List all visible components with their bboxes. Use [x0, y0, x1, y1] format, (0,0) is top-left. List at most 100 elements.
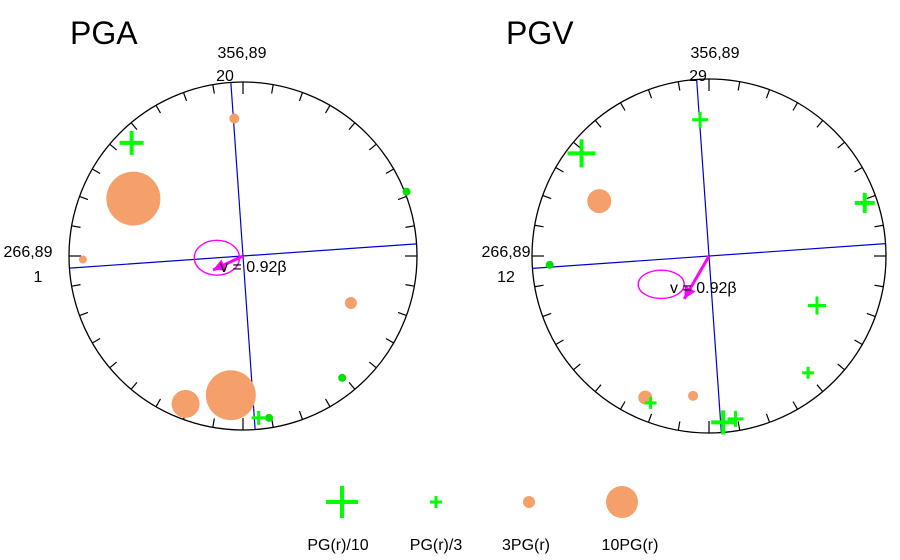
tick-mark — [837, 363, 845, 371]
tick-mark — [765, 89, 771, 99]
tick-mark — [385, 337, 394, 344]
dot-marker — [402, 187, 411, 196]
circle-marker — [688, 390, 699, 401]
tick-mark — [854, 166, 863, 173]
tick-mark — [182, 92, 188, 102]
legend: PG(r)/10 PG(r)/3 3PG(r) 10PG(r) — [307, 486, 658, 554]
circle-marker — [587, 189, 612, 214]
tick-mark — [369, 143, 377, 151]
legend-label-10pg-r: 10PG(r) — [602, 537, 659, 554]
tick-mark — [737, 81, 741, 91]
tick-mark — [737, 421, 741, 431]
circle-marker — [78, 255, 87, 264]
tick-mark — [212, 84, 215, 94]
top-station-count: 20 — [216, 68, 234, 85]
tick-mark — [677, 81, 681, 91]
tick-mark — [397, 311, 407, 317]
tick-mark — [816, 120, 824, 128]
tick-mark — [619, 102, 626, 111]
tick-mark — [534, 224, 544, 228]
tick-mark — [534, 284, 544, 288]
tick-mark — [594, 120, 602, 128]
tick-mark — [109, 361, 117, 369]
tick-mark — [866, 194, 876, 200]
tick-mark — [79, 195, 89, 201]
tick-mark — [837, 141, 845, 149]
tick-mark — [298, 410, 304, 420]
tick-mark — [854, 339, 863, 346]
top-azimuth-label: 356,89 — [691, 45, 740, 62]
velocity-arrowhead — [684, 285, 696, 299]
tick-mark — [866, 312, 876, 318]
tick-mark — [71, 284, 81, 287]
tick-mark — [677, 421, 681, 431]
velocity-label: v = 0.92β — [220, 259, 287, 276]
tick-mark — [298, 92, 304, 102]
dot-marker — [338, 373, 347, 382]
legend-symbols — [326, 486, 638, 518]
panel-pga: PGA 356,89 20 266,89 1 v = 0.92β — [4, 15, 418, 431]
left-station-count: 1 — [34, 269, 43, 286]
circle-marker — [344, 296, 357, 309]
tick-mark — [324, 398, 331, 407]
tick-mark — [594, 384, 602, 392]
top-station-count: 29 — [689, 68, 707, 85]
tick-mark — [542, 312, 552, 318]
tick-mark — [816, 384, 824, 392]
tick-mark — [324, 105, 331, 114]
tick-mark — [92, 168, 101, 175]
tick-mark — [792, 102, 799, 111]
legend-label-pg-r-3: PG(r)/3 — [410, 537, 463, 554]
tick-mark — [874, 224, 884, 228]
legend-circle — [523, 496, 535, 508]
tick-mark — [405, 225, 415, 228]
tick-mark — [92, 337, 101, 344]
tick-mark — [212, 418, 215, 428]
tick-mark — [71, 225, 81, 228]
panel-pgv: PGV 356,89 29 266,89 12 v = 0.92β — [482, 15, 887, 435]
tick-mark — [647, 413, 653, 423]
tick-mark — [573, 363, 581, 371]
circle-marker — [229, 113, 240, 124]
tick-mark — [573, 141, 581, 149]
left-station-count: 12 — [497, 269, 515, 286]
tick-mark — [385, 168, 394, 175]
legend-circle — [606, 486, 638, 518]
tick-mark — [555, 339, 564, 346]
tick-mark — [79, 311, 89, 317]
tick-mark — [130, 382, 138, 390]
left-azimuth-label: 266,89 — [4, 244, 53, 261]
velocity-label: v = 0.92β — [670, 280, 737, 297]
circle-marker — [205, 370, 256, 421]
top-azimuth-label: 356,89 — [218, 45, 267, 62]
tick-mark — [130, 122, 138, 130]
tick-mark — [792, 401, 799, 410]
tick-mark — [369, 361, 377, 369]
legend-label-pg-r-10: PG(r)/10 — [307, 537, 368, 554]
stereonet-plot — [68, 81, 418, 431]
tick-mark — [647, 89, 653, 99]
legend-label-3pg-r: 3PG(r) — [502, 537, 550, 554]
stereonet-plot — [531, 78, 887, 435]
left-azimuth-label: 266,89 — [482, 244, 531, 261]
tick-mark — [109, 143, 117, 151]
circle-marker — [106, 171, 161, 226]
circle-marker — [171, 389, 200, 418]
tick-mark — [619, 401, 626, 410]
dot-marker — [265, 413, 274, 422]
panel-title: PGA — [70, 15, 138, 51]
tick-mark — [405, 284, 415, 287]
tick-mark — [348, 382, 356, 390]
tick-mark — [155, 398, 162, 407]
tick-mark — [542, 194, 552, 200]
circle-marker — [638, 390, 653, 405]
tick-mark — [271, 84, 274, 94]
tick-mark — [765, 413, 771, 423]
tick-mark — [155, 105, 162, 114]
velocity-arrowhead — [213, 259, 227, 271]
tick-mark — [348, 122, 356, 130]
tick-mark — [397, 195, 407, 201]
tick-mark — [874, 284, 884, 288]
dot-marker — [545, 260, 554, 269]
